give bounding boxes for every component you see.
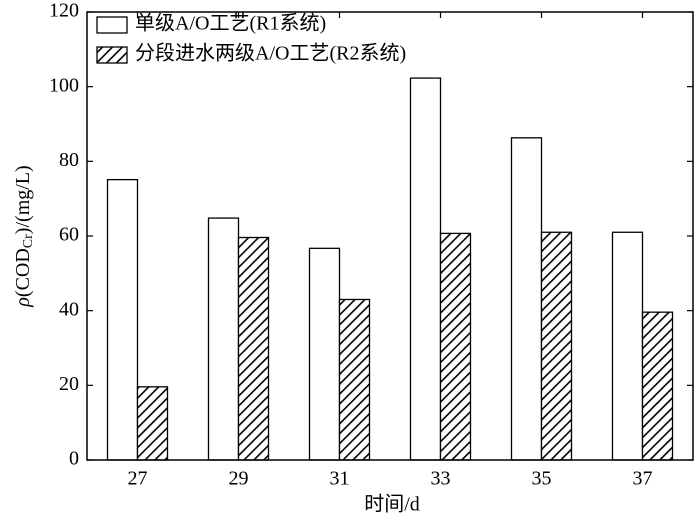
x-axis-label: 时间/d [364,493,420,516]
bar [510,137,543,461]
y-tick-label: 40 [59,298,79,320]
bar [641,311,674,461]
y-label-part: Cr [21,234,36,248]
legend-swatch [96,46,128,64]
y-tick-label: 20 [59,373,79,395]
y-tick-label: 100 [49,74,79,96]
y-tick-label: 0 [69,448,79,470]
x-tick-label: 29 [229,468,249,490]
x-tick-label: 33 [431,468,451,490]
x-tick-label: 37 [633,468,653,490]
bar [207,217,240,461]
bar [338,298,371,461]
bar [136,386,169,461]
bar [308,247,341,461]
y-tick-label: 80 [59,149,79,171]
y-label-part: )/(mg/L) [12,165,34,234]
y-label-part: (COD [12,248,34,297]
plot-frame [86,11,694,461]
x-tick-label: 27 [128,468,148,490]
legend-swatch [96,16,128,34]
x-tick-label: 35 [532,468,552,490]
bar [237,236,270,461]
bar [439,232,472,461]
bar [611,231,644,461]
legend-label: 单级A/O工艺(R1系统) [135,12,326,35]
bar [540,231,573,461]
x-tick-label: 31 [330,468,350,490]
y-tick-label: 120 [49,0,79,22]
legend-label: 分段进水两级A/O工艺(R2系统) [135,42,406,65]
bar [106,178,139,461]
y-label-part: ρ [12,297,34,308]
y-tick-label: 60 [59,224,79,246]
bar [409,77,442,461]
y-axis-label: ρ(CODCr)/(mg/L) [12,165,37,307]
